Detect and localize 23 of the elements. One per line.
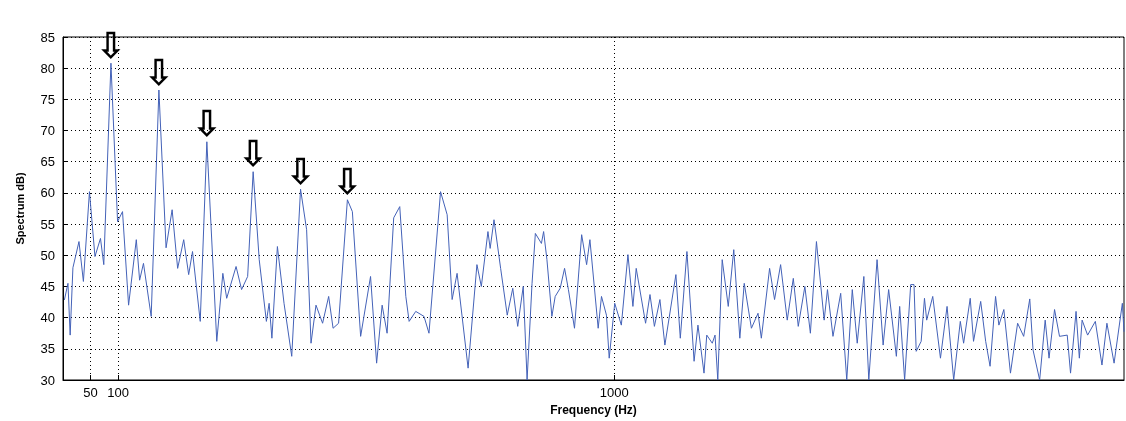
y-tick-label: 30 bbox=[40, 372, 55, 388]
x-tick-label: 100 bbox=[107, 385, 129, 400]
x-axis-title: Frequency (Hz) bbox=[550, 402, 637, 417]
annotation: ⇩ bbox=[191, 103, 222, 145]
y-tick-label: 40 bbox=[40, 310, 55, 326]
y-tick-label: 65 bbox=[40, 154, 55, 170]
y-tick-label: 60 bbox=[40, 185, 55, 201]
y-tick-label: 35 bbox=[40, 341, 55, 357]
y-tick-label: 85 bbox=[40, 29, 55, 45]
y-axis-title: Spectrum dB) bbox=[13, 172, 26, 245]
annotation: ⇩ bbox=[95, 24, 127, 66]
y-tick-label: 70 bbox=[40, 123, 55, 139]
y-tick-label: 75 bbox=[40, 91, 55, 107]
annotation: ⇩ bbox=[332, 161, 363, 203]
y-tick-label: 50 bbox=[40, 247, 55, 263]
annotation: ⇩ bbox=[143, 51, 174, 93]
x-tick-label: 50 bbox=[83, 385, 98, 400]
y-tick-label: 80 bbox=[40, 60, 55, 76]
x-tick-label: 1000 bbox=[599, 385, 629, 400]
annotation: ⇩ bbox=[285, 150, 316, 192]
annotation: ⇩ bbox=[238, 133, 269, 175]
y-tick-label: 45 bbox=[40, 278, 55, 294]
y-tick-label: 55 bbox=[40, 216, 55, 232]
